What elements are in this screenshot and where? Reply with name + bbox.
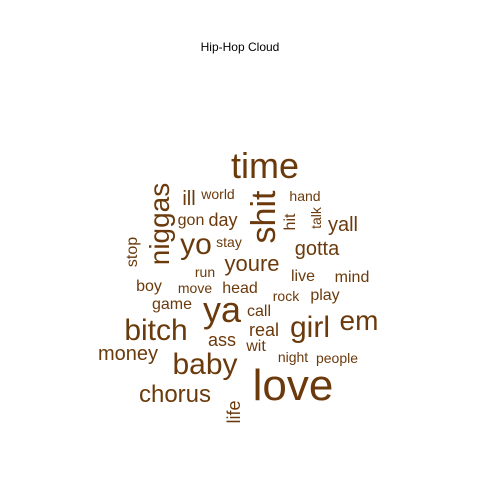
word-yall: yall [327,214,359,236]
word-money: money [97,343,159,365]
word-em: em [339,305,379,336]
word-talk: talk [308,207,324,229]
word-baby: baby [172,348,238,381]
word-chorus: chorus [138,381,212,408]
word-mind: mind [334,269,370,286]
word-live: live [290,268,316,285]
word-stay: stay [216,234,242,250]
word-play: play [310,287,340,304]
word-ass: ass [207,330,237,350]
word-time: time [230,145,300,186]
word-life: life [224,400,244,424]
word-ill: ill [182,188,196,210]
word-rock: rock [272,288,300,304]
word-love: love [252,361,334,410]
word-night: night [277,349,309,365]
word-bitch: bitch [124,314,188,347]
word-yo: yo [180,228,212,261]
word-niggas: niggas [144,182,175,266]
word-hand: hand [289,188,321,204]
word-hit: hit [282,213,299,231]
word-people: people [315,350,359,366]
word-boy: boy [136,278,162,295]
word-game: game [151,296,193,313]
word-wit: wit [246,338,266,355]
word-gotta: gotta [294,238,340,260]
word-stop: stop [124,236,141,268]
word-day: day [208,210,238,230]
word-move: move [177,280,213,296]
word-head: head [222,280,258,297]
word-youre: youre [224,251,280,276]
chart-title: Hip-Hop Cloud [200,40,280,54]
word-girl: girl [289,311,331,344]
word-real: real [248,320,280,340]
word-shit: shit [245,190,283,244]
word-ya: ya [202,289,242,330]
word-world: world [201,186,235,202]
word-run: run [194,264,216,280]
word-call: call [246,303,272,320]
word-gon: gon [177,212,205,229]
